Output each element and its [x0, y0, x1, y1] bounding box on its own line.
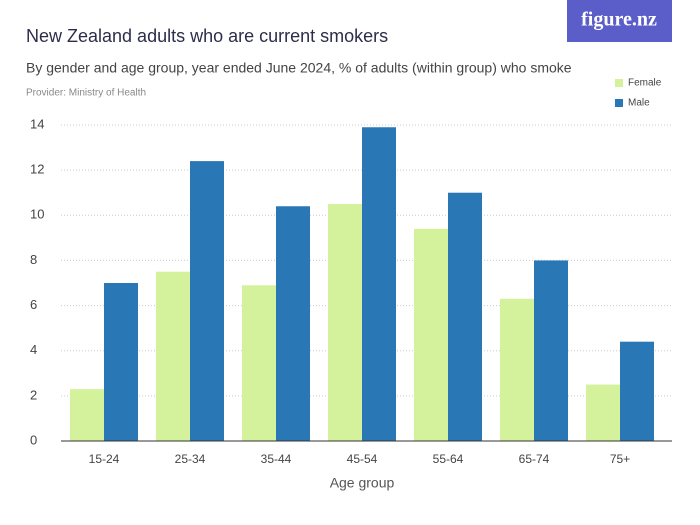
x-tick-label: 25-34 — [175, 452, 206, 466]
bar — [70, 389, 104, 441]
logo: figure.nz — [581, 9, 657, 31]
legend-label: Male — [628, 98, 650, 109]
x-tick-label: 75+ — [610, 452, 630, 466]
bar — [190, 161, 224, 441]
x-tick-label: 45-54 — [347, 452, 378, 466]
bar — [500, 298, 534, 441]
chart-title: New Zealand adults who are current smoke… — [26, 26, 388, 46]
bar — [448, 192, 482, 441]
bar — [586, 384, 620, 441]
legend-swatch — [615, 99, 623, 107]
y-tick-label: 0 — [30, 432, 37, 447]
x-tick-label: 15-24 — [89, 452, 120, 466]
bar — [276, 206, 310, 441]
x-tick-label: 35-44 — [261, 452, 292, 466]
y-tick-label: 8 — [30, 252, 37, 267]
y-tick-label: 2 — [30, 387, 37, 402]
x-axis-label: Age group — [330, 475, 395, 491]
provider: Provider: Ministry of Health — [26, 88, 146, 99]
bar — [362, 127, 396, 441]
bar — [242, 285, 276, 441]
y-tick-label: 6 — [30, 297, 37, 312]
bar — [156, 271, 190, 441]
legend-label: Female — [628, 78, 662, 89]
logo-box — [567, 0, 672, 42]
x-tick-label: 55-64 — [433, 452, 464, 466]
y-tick-label: 14 — [30, 116, 44, 131]
x-tick-label: 65-74 — [519, 452, 550, 466]
legend-swatch — [615, 79, 623, 87]
y-tick-label: 12 — [30, 162, 44, 177]
bar — [620, 341, 654, 441]
bar — [328, 204, 362, 441]
bar — [104, 283, 138, 441]
chart-subtitle: By gender and age group, year ended June… — [26, 60, 572, 76]
bar — [414, 228, 448, 441]
y-tick-label: 4 — [30, 342, 37, 357]
y-tick-label: 10 — [30, 207, 44, 222]
bar — [534, 260, 568, 441]
